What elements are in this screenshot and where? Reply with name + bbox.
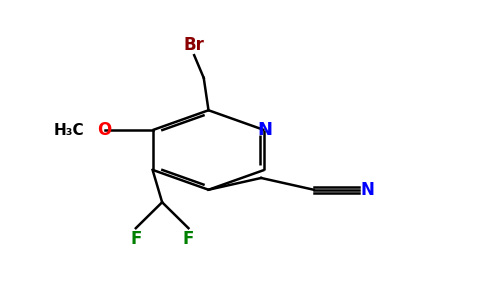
Text: N: N [361,181,375,199]
Text: O: O [98,121,112,139]
Text: Br: Br [184,36,205,54]
Text: F: F [130,230,141,247]
Text: H₃C: H₃C [54,123,84,138]
Text: N: N [257,121,272,139]
Text: F: F [183,230,194,247]
